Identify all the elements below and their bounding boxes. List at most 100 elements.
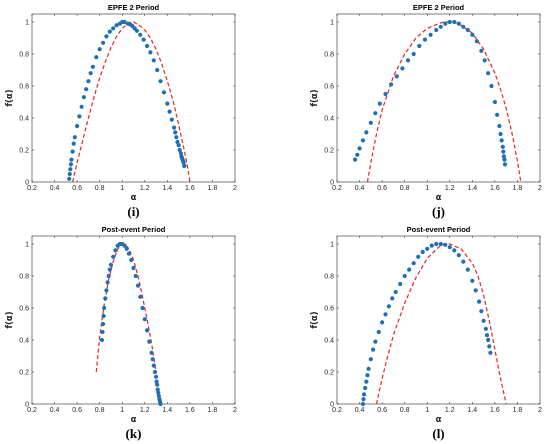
data-point <box>165 101 170 106</box>
data-point <box>107 29 112 34</box>
data-point <box>172 125 177 130</box>
data-point <box>97 47 102 52</box>
data-point <box>111 254 116 259</box>
data-point <box>144 43 150 49</box>
data-point <box>154 379 159 384</box>
data-point <box>100 329 105 335</box>
data-point <box>411 261 416 266</box>
data-point <box>479 48 484 53</box>
data-point <box>141 37 146 42</box>
fitted-curve-dashed <box>72 21 191 183</box>
x-tick-label: 1.8 <box>208 407 218 414</box>
data-point <box>131 265 136 271</box>
data-point <box>79 104 84 109</box>
x-tick-label: 1.6 <box>490 185 500 192</box>
data-point <box>366 366 371 371</box>
data-point <box>501 154 507 159</box>
x-tick-label: 0.2 <box>27 407 37 414</box>
data-point <box>124 246 129 251</box>
data-point <box>103 296 108 301</box>
x-axis-label: α <box>436 193 442 203</box>
data-point <box>452 19 457 25</box>
data-point <box>499 138 504 143</box>
data-point <box>70 149 75 154</box>
x-tick-label: 1 <box>425 407 429 414</box>
y-tick-label: 0.6 <box>19 306 29 313</box>
data-point <box>461 24 466 29</box>
data-point <box>113 248 118 253</box>
data-point <box>456 253 461 258</box>
data-point <box>428 32 433 37</box>
data-point <box>452 248 457 253</box>
data-point <box>81 95 86 100</box>
data-point <box>368 357 373 362</box>
y-axis-label: f(α) <box>5 89 15 106</box>
y-axis-label: f(α) <box>310 89 320 106</box>
data-point <box>138 294 143 299</box>
y-tick-label: 0.2 <box>19 148 29 155</box>
x-axis-label: α <box>131 415 137 425</box>
plot-frame <box>336 235 541 405</box>
data-point <box>373 339 378 344</box>
data-point <box>394 74 399 79</box>
y-tick-label: 1 <box>25 242 29 249</box>
data-point <box>86 79 91 84</box>
data-point <box>434 241 439 247</box>
chart-title: EPFE 2 Period <box>413 3 465 12</box>
chart-title: EPFE 2 Period <box>108 3 160 12</box>
x-axis-label: α <box>436 415 442 425</box>
x-tick-label: 1.2 <box>445 185 455 192</box>
data-point <box>495 112 500 117</box>
data-point <box>155 387 160 392</box>
data-point <box>156 390 161 395</box>
data-point <box>149 350 154 355</box>
data-point <box>402 273 407 279</box>
x-tick-label: 0.2 <box>27 185 37 192</box>
data-point <box>100 40 106 45</box>
y-tick-label: 0.8 <box>324 52 334 59</box>
plot-frame <box>31 13 236 183</box>
panel-label: (j) <box>432 204 445 219</box>
data-point <box>173 130 178 135</box>
x-tick-label: 0.2 <box>332 407 342 414</box>
data-point <box>438 241 443 247</box>
y-tick-label: 0.4 <box>324 338 334 345</box>
data-point <box>68 167 73 172</box>
y-tick-label: 0.6 <box>324 306 334 313</box>
y-tick-label: 0 <box>330 180 334 187</box>
data-point <box>178 151 183 156</box>
data-point <box>489 83 494 89</box>
x-tick-label: 1.6 <box>490 407 500 414</box>
x-tick-label: 1.2 <box>140 407 150 414</box>
data-point <box>416 254 421 259</box>
x-tick-label: 0.4 <box>355 185 365 192</box>
data-point <box>361 397 366 402</box>
data-point <box>90 64 95 69</box>
data-point <box>487 344 492 349</box>
data-point <box>368 120 373 125</box>
data-point <box>101 313 106 319</box>
panel-label: (k) <box>126 426 142 441</box>
data-point <box>156 393 161 399</box>
y-tick-label: 0.8 <box>19 52 29 59</box>
x-tick-label: 0.8 <box>95 407 105 414</box>
data-point <box>138 32 143 37</box>
data-point <box>377 101 382 106</box>
data-point <box>447 19 452 25</box>
data-point <box>465 27 470 33</box>
data-point <box>497 123 502 129</box>
data-point <box>151 363 156 368</box>
data-point <box>77 114 82 119</box>
plot-frame <box>336 13 541 183</box>
data-point <box>88 71 93 76</box>
data-point <box>105 280 110 285</box>
x-tick-label: 1.6 <box>185 407 195 414</box>
data-point <box>360 401 366 407</box>
chart-panel-l: Post-event Period 0.2 0.4 0.6 0.8 1 1.2 1.4 1.6 1… <box>305 222 550 444</box>
y-tick-label: 0.2 <box>324 370 334 377</box>
data-point <box>151 58 156 63</box>
data-point <box>370 347 376 352</box>
data-point <box>361 392 367 397</box>
data-point <box>389 82 394 87</box>
data-point <box>355 152 360 157</box>
